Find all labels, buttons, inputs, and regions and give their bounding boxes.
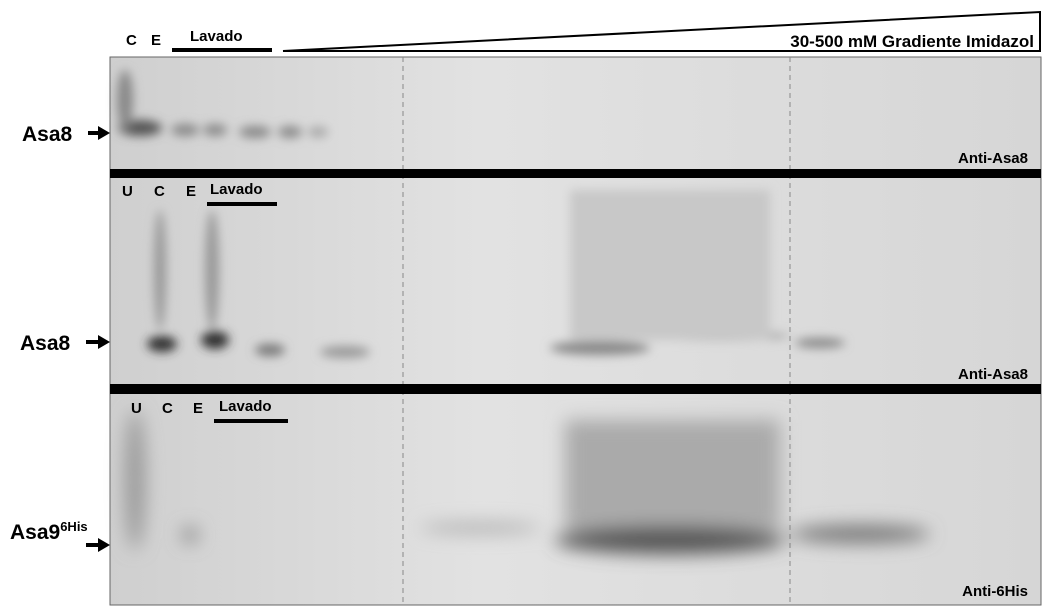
antibody-label: Anti-6His [962, 583, 1028, 600]
antibody-label: Anti-Asa8 [958, 150, 1028, 167]
antibody-label: Anti-Asa8 [958, 366, 1028, 383]
protein-label: Asa8 [22, 123, 73, 146]
lane-label: C [162, 400, 173, 417]
lane-label: C [154, 183, 165, 200]
protein-label: Asa96His [10, 519, 88, 544]
figure: C E Lavado 30-500 mM Gradiente Imidazol … [0, 0, 1043, 607]
lane-label: C [126, 32, 137, 49]
protein-label: Asa8 [20, 332, 71, 355]
lane-label: U [122, 183, 133, 200]
lane-label: U [131, 400, 142, 417]
panel-separator [110, 169, 1041, 178]
lane-label: E [151, 32, 161, 49]
lane-label: E [186, 183, 196, 200]
wash-label: Lavado [190, 28, 243, 45]
protein-name: Asa9 [10, 521, 60, 544]
wash-label: Lavado [210, 181, 263, 198]
lane-label: E [193, 400, 203, 417]
wash-label: Lavado [219, 398, 272, 415]
arrow-head [98, 335, 110, 349]
arrow-head [98, 126, 110, 140]
protein-superscript: 6His [60, 519, 87, 534]
arrow-head [98, 538, 110, 552]
gradient-label: 30-500 mM Gradiente Imidazol [790, 32, 1034, 51]
panel-separator [110, 384, 1041, 394]
